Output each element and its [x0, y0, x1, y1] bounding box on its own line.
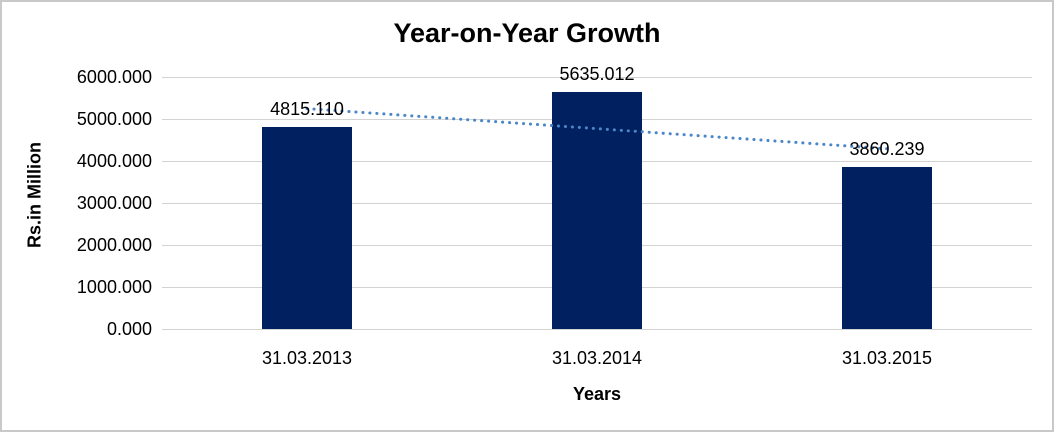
- chart-title: Year-on-Year Growth: [393, 18, 661, 48]
- y-tick-label: 1000.000: [76, 277, 152, 297]
- gridline: [162, 76, 1032, 78]
- y-tick-label: 0.000: [106, 319, 152, 339]
- bar: [552, 92, 642, 329]
- x-tick-label: 31.03.2015: [841, 348, 933, 368]
- bar-value-label: 4815.110: [270, 98, 344, 119]
- bar-value-label: 5635.012: [559, 64, 635, 85]
- y-tick-label: 2000.000: [76, 235, 152, 255]
- y-tick-label: 3000.000: [76, 193, 152, 213]
- bar: [262, 126, 352, 329]
- x-axis-title: Years: [572, 384, 622, 404]
- gridline: [162, 328, 1032, 330]
- x-tick-label: 31.03.2014: [551, 348, 643, 368]
- x-tick-label: 31.03.2013: [261, 348, 353, 368]
- y-tick-label: 4000.000: [76, 151, 152, 171]
- bar-value-label: 3860.239: [849, 138, 925, 159]
- bar: [842, 166, 932, 329]
- y-tick-label: 6000.000: [76, 67, 152, 87]
- y-tick-label: 5000.000: [76, 109, 152, 129]
